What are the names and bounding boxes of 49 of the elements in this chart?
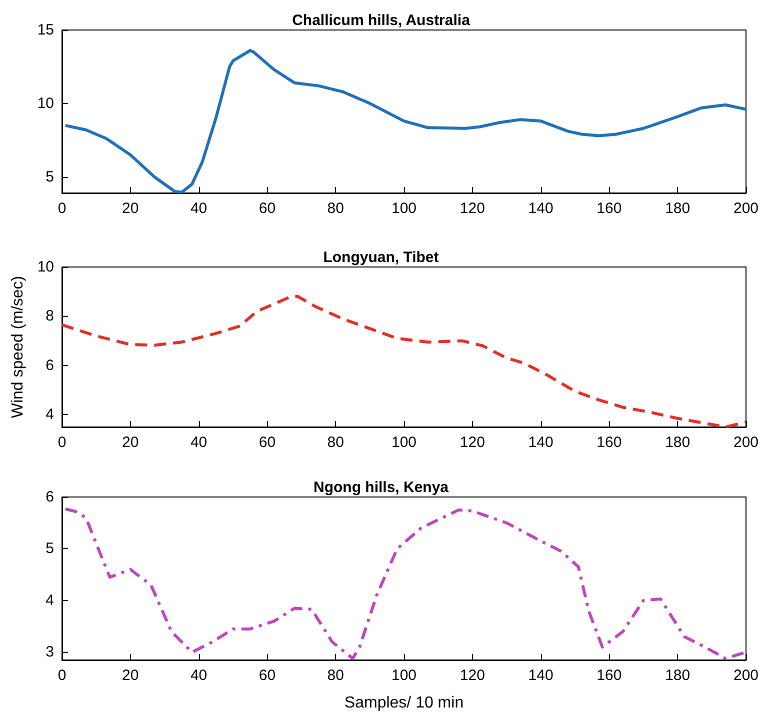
y-tick-label: 5 [46, 168, 54, 186]
x-tick-label: 160 [596, 667, 622, 684]
x-tick-label: 20 [122, 200, 139, 217]
x-tick-label: 200 [733, 667, 759, 684]
x-tick-label: 100 [391, 434, 417, 451]
x-tick-label: 100 [391, 667, 417, 684]
chart-title: Challicum hills, Australia [292, 12, 471, 29]
x-tick-label: 0 [58, 667, 66, 684]
x-tick-label: 120 [460, 200, 485, 217]
x-tick-label: 120 [460, 434, 485, 451]
x-tick-label: 20 [122, 667, 139, 684]
x-tick-label: 180 [665, 434, 690, 451]
y-tick-label: 3 [46, 644, 54, 661]
y-tick-label: 4 [46, 406, 54, 424]
x-tick-label: 60 [258, 667, 276, 684]
x-tick-label: 120 [460, 667, 485, 684]
x-tick-label: 200 [733, 200, 759, 217]
y-tick-label: 8 [46, 308, 54, 325]
x-tick-label: 140 [528, 434, 554, 451]
x-tick-label: 100 [391, 200, 417, 217]
y-axis-title: Wind speed (m/sec) [10, 276, 26, 418]
y-tick-label: 10 [37, 258, 54, 276]
x-tick-label: 140 [528, 200, 554, 217]
x-tick-label: 0 [58, 200, 66, 217]
y-tick-label: 10 [37, 94, 54, 112]
x-tick-label: 80 [327, 667, 344, 684]
x-tick-label: 160 [596, 200, 622, 217]
x-tick-label: 180 [665, 200, 690, 217]
x-tick-label: 80 [327, 200, 344, 217]
y-tick-label: 6 [46, 356, 54, 374]
x-tick-label: 0 [58, 434, 66, 451]
x-tick-label: 60 [258, 434, 276, 451]
chart-title: Ngong hills, Kenya [313, 479, 450, 496]
y-tick-label: 6 [46, 488, 54, 506]
x-axis-title: Samples/ 10 min [344, 694, 464, 712]
x-tick-label: 140 [528, 667, 554, 684]
y-tick-label: 4 [46, 592, 54, 609]
x-tick-label: 180 [665, 667, 690, 684]
x-tick-label: 80 [327, 434, 344, 451]
x-tick-label: 200 [733, 434, 759, 451]
x-tick-label: 40 [190, 200, 208, 217]
chart-title: Longyuan, Tibet [323, 249, 439, 266]
x-tick-label: 60 [258, 200, 276, 217]
y-tick-label: 15 [37, 22, 54, 38]
x-tick-label: 40 [190, 434, 208, 451]
y-tick-label: 5 [46, 540, 54, 558]
x-tick-label: 40 [190, 667, 208, 684]
x-tick-label: 20 [122, 434, 139, 451]
x-tick-label: 160 [596, 434, 622, 451]
